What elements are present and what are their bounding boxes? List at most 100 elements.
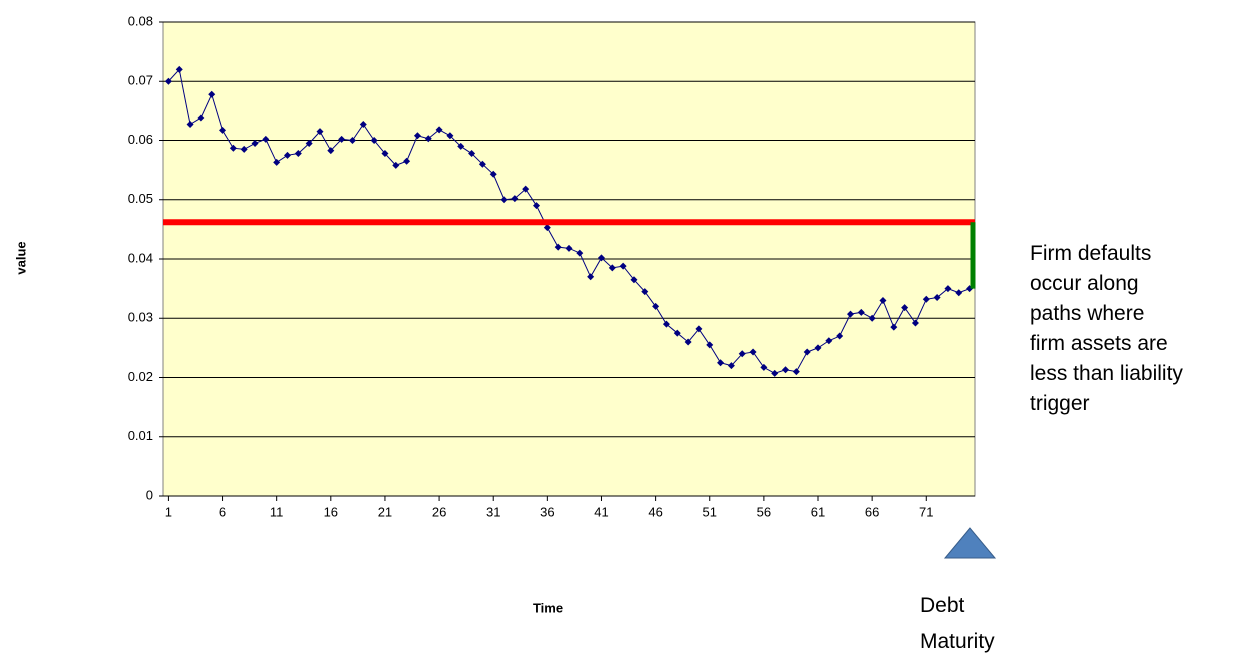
data-point (457, 142, 465, 150)
data-point (630, 276, 638, 284)
x-tick-label: 66 (865, 504, 879, 519)
data-point (684, 338, 692, 346)
data-point (284, 151, 292, 159)
maturity-marker (943, 527, 997, 559)
data-point (511, 195, 519, 203)
data-point (619, 262, 627, 270)
data-point (305, 139, 313, 147)
annotation-line: less than liability (1030, 362, 1183, 385)
data-point (294, 150, 302, 158)
data-point (641, 288, 649, 296)
data-point (717, 359, 725, 367)
data-point (597, 254, 605, 262)
data-point (219, 126, 227, 134)
data-point (554, 243, 562, 251)
data-point (392, 161, 400, 169)
data-point (857, 308, 865, 316)
data-point (186, 121, 194, 129)
data-point (424, 135, 432, 143)
data-point (771, 369, 779, 377)
annotation-line: occur along (1030, 272, 1139, 295)
data-point (576, 249, 584, 257)
x-tick-label: 51 (703, 504, 717, 519)
data-point (403, 157, 411, 165)
data-point (782, 366, 790, 374)
data-point (316, 128, 324, 136)
y-axis-label: value (13, 241, 28, 274)
x-tick-label: 6 (219, 504, 226, 519)
data-point (662, 320, 670, 328)
x-tick-label: 26 (432, 504, 446, 519)
data-point (565, 244, 573, 252)
data-point (359, 121, 367, 129)
data-point (738, 350, 746, 358)
y-tick-label: 0.07 (128, 73, 153, 88)
data-point (792, 368, 800, 376)
data-point (435, 126, 443, 134)
data-point (944, 285, 952, 293)
data-point (911, 319, 919, 327)
data-point (348, 137, 356, 144)
x-tick-label: 11 (270, 504, 284, 519)
y-tick-label: 0.05 (128, 191, 153, 206)
x-tick-label: 71 (919, 504, 933, 519)
data-point (922, 295, 930, 303)
data-point (164, 77, 172, 85)
y-tick-label: 0.02 (128, 369, 153, 384)
data-point (327, 147, 335, 155)
data-point (901, 304, 909, 312)
x-tick-label: 61 (811, 504, 825, 519)
data-point (273, 158, 281, 166)
maturity-label-line: Debt (920, 594, 965, 617)
data-point (933, 294, 941, 302)
data-point (727, 362, 735, 370)
data-point (338, 135, 346, 143)
x-axis-label: Time (533, 600, 563, 615)
annotation-line: Firm defaults (1030, 242, 1151, 265)
data-point (446, 132, 454, 140)
data-point (413, 132, 421, 140)
x-tick-label: 46 (648, 504, 662, 519)
y-tick-label: 0.06 (128, 132, 153, 147)
data-point (197, 114, 205, 122)
data-point (846, 310, 854, 318)
data-point (229, 144, 237, 152)
data-point (673, 329, 681, 337)
annotation-line: trigger (1030, 392, 1090, 415)
data-point (262, 135, 270, 143)
data-point (652, 302, 660, 310)
data-point (836, 332, 844, 340)
data-point (890, 323, 898, 331)
x-tick-label: 36 (540, 504, 554, 519)
x-tick-label: 56 (757, 504, 771, 519)
y-tick-label: 0.01 (128, 428, 153, 443)
data-point (695, 325, 703, 333)
data-point (251, 139, 259, 147)
x-tick-label: 16 (324, 504, 338, 519)
annotation-line: firm assets are (1030, 332, 1168, 355)
data-point (587, 273, 595, 281)
x-tick-label: 31 (486, 504, 500, 519)
data-point (175, 65, 183, 73)
y-tick-label: 0.04 (128, 250, 153, 265)
data-point (608, 264, 616, 272)
data-point (208, 90, 216, 98)
data-point (543, 224, 551, 232)
data-point (955, 289, 963, 297)
data-point (478, 160, 486, 168)
y-tick-label: 0.03 (128, 310, 153, 325)
data-point (868, 314, 876, 322)
x-tick-label: 41 (594, 504, 608, 519)
maturity-label-line: Maturity (920, 630, 995, 653)
x-tick-label: 21 (378, 504, 392, 519)
data-point (706, 341, 714, 349)
data-point (489, 170, 497, 178)
data-point (533, 202, 541, 210)
annotation-line: paths where (1030, 302, 1144, 325)
data-point (381, 150, 389, 158)
data-point (500, 196, 508, 204)
data-point (370, 137, 378, 144)
data-point (814, 344, 822, 352)
